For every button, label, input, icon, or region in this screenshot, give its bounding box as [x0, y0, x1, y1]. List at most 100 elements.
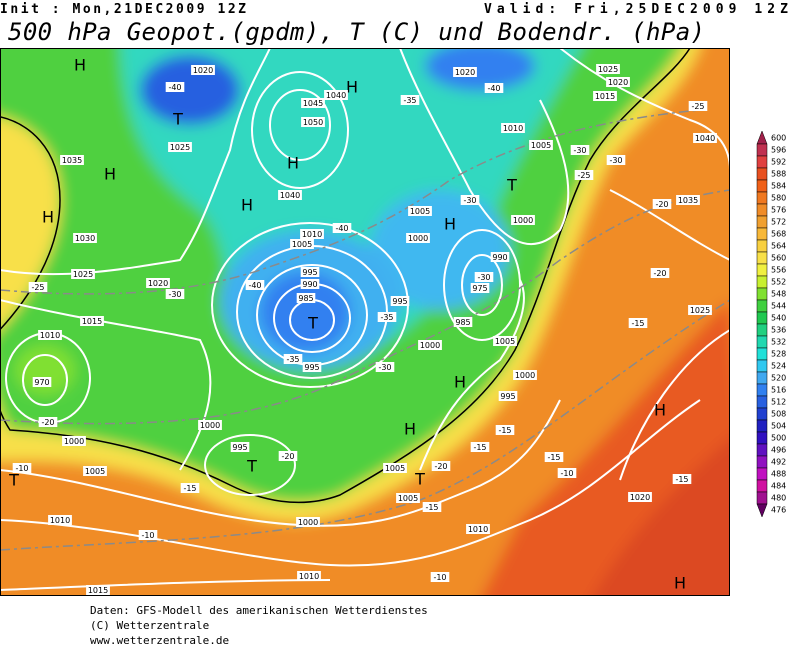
pressure-center: H: [454, 373, 466, 392]
label-box: [278, 451, 298, 461]
label-box: [390, 296, 410, 306]
contour-label: 1010: [302, 230, 322, 239]
contour-label: -15: [425, 503, 438, 512]
label-box: [191, 65, 215, 75]
contour-label: -20: [434, 462, 447, 471]
label-box: [300, 279, 320, 289]
contour-label: -35: [286, 355, 299, 364]
isobar: [419, 279, 525, 471]
contour-label: -25: [691, 102, 704, 111]
contour-label: -10: [560, 469, 573, 478]
label-box: [570, 145, 590, 155]
label-box: [693, 133, 717, 143]
contour-label: 1010: [299, 572, 319, 581]
contour-label: 1025: [73, 270, 93, 279]
label-box: [12, 463, 32, 473]
contour-552: [0, 48, 691, 504]
label-box: [297, 571, 321, 581]
contour-label: 1020: [630, 493, 650, 502]
contour-label: 1035: [62, 156, 82, 165]
contour-label: -15: [631, 319, 644, 328]
label-box: [146, 278, 170, 288]
contour-label: -10: [433, 573, 446, 582]
colorbar-band: [756, 227, 768, 241]
contour-label: 1010: [40, 331, 60, 340]
label-box: [180, 483, 200, 493]
label-box: [628, 318, 648, 328]
label-box: [375, 362, 395, 372]
colorbar-band: [756, 491, 768, 505]
label-box: [60, 155, 84, 165]
label-box: [377, 312, 397, 322]
contour-label: 975: [472, 284, 487, 293]
colorbar-band: [756, 299, 768, 313]
colorbar-label: 496: [771, 446, 786, 455]
contour-label: 1030: [75, 234, 95, 243]
contour-label: -40: [168, 83, 181, 92]
colorbar-label: 580: [771, 194, 786, 203]
label-box: [513, 370, 537, 380]
colorbar-label: 568: [771, 230, 786, 239]
colorbar-label: 600: [771, 134, 786, 143]
contour-label: 985: [455, 318, 470, 327]
contour-label: -30: [463, 196, 476, 205]
label-box: [430, 572, 450, 582]
label-box: [48, 515, 72, 525]
label-box: [230, 442, 250, 452]
label-box: [606, 77, 630, 87]
colorbar-label: 592: [771, 158, 786, 167]
label-box: [606, 155, 626, 165]
contour-label: 1010: [50, 516, 70, 525]
isobar: [0, 399, 561, 527]
colorbar-band: [756, 371, 768, 385]
label-box: [38, 330, 62, 340]
label-box: [466, 524, 490, 534]
label-box: [332, 223, 352, 233]
colorbar-band: [756, 347, 768, 361]
colorbar-label: 500: [771, 434, 786, 443]
contour-label: 1040: [280, 191, 300, 200]
pressure-center: T: [8, 471, 19, 490]
label-box: [290, 239, 314, 249]
label-box: [688, 101, 708, 111]
pressure-center: H: [654, 401, 666, 420]
contour-label: -15: [473, 443, 486, 452]
label-box: [511, 215, 535, 225]
contour-label: 995: [302, 268, 317, 277]
contour-label: 1000: [200, 421, 220, 430]
label-box: [62, 436, 86, 446]
colorbar-label: 532: [771, 338, 786, 347]
label-box: [453, 67, 477, 77]
isobar: [399, 48, 570, 246]
contour-label: 1010: [468, 525, 488, 534]
colorbar-label: 584: [771, 182, 786, 191]
colorbar-label: 504: [771, 422, 786, 431]
label-box: [83, 466, 107, 476]
contour-label: 1010: [503, 124, 523, 133]
map-frame: [0, 48, 730, 596]
label-box: [32, 377, 52, 387]
label-box: [688, 305, 712, 315]
colorbar-band: [756, 359, 768, 373]
pressure-center: T: [246, 457, 257, 476]
colorbar-band: [756, 155, 768, 169]
colorbar-band: [756, 191, 768, 205]
colorbar-band: [756, 395, 768, 409]
contour-label: 1020: [608, 78, 628, 87]
contour-label: 1005: [85, 467, 105, 476]
label-box: [406, 233, 430, 243]
contour-label: 1005: [385, 464, 405, 473]
colorbar-label: 552: [771, 278, 786, 287]
contour-label: -20: [281, 452, 294, 461]
contour-label: 990: [302, 280, 317, 289]
label-box: [28, 282, 48, 292]
contour-label: -30: [477, 273, 490, 282]
contour-label: 1025: [598, 65, 618, 74]
isobar: [461, 254, 503, 316]
pressure-center: H: [346, 78, 358, 97]
label-box: [300, 229, 324, 239]
label-box: [470, 283, 490, 293]
isobar: [251, 71, 349, 189]
contour-label: 1015: [88, 586, 108, 595]
label-box: [165, 289, 185, 299]
